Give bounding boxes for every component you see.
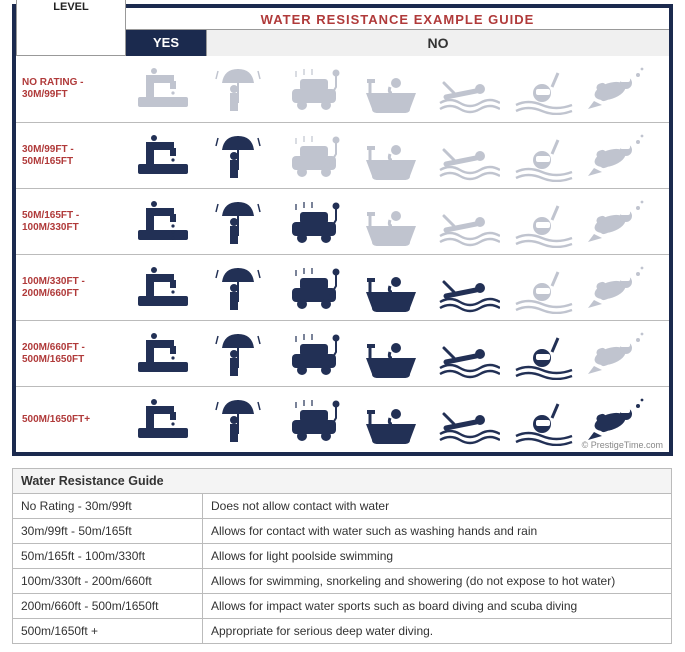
row-label: NO RATING - 30M/99FT: [16, 71, 126, 107]
row-label: 200M/660FT - 500M/1650FT: [16, 336, 126, 372]
row-label: 500M/1650FT+: [16, 408, 126, 432]
splashes-icon: [126, 325, 202, 383]
rain-icon: [202, 60, 278, 118]
rain-icon: [202, 127, 278, 185]
snorkel-icon: [506, 259, 582, 317]
car-wash-icon: [278, 391, 354, 449]
splashes-icon: [126, 60, 202, 118]
bath-icon: [354, 127, 430, 185]
scuba-icon: [582, 60, 658, 118]
scuba-icon: [582, 325, 658, 383]
table-row: No Rating - 30m/99ftDoes not allow conta…: [13, 494, 672, 519]
guide-level: 100m/330ft - 200m/660ft: [13, 569, 203, 594]
chart-row: 200M/660FT - 500M/1650FT: [16, 320, 669, 386]
chart-row: 500M/1650FT+: [16, 386, 669, 452]
scuba-icon: [582, 127, 658, 185]
scuba-icon: [582, 193, 658, 251]
car-wash-icon: [278, 325, 354, 383]
scuba-icon: [582, 259, 658, 317]
guide-title: Water Resistance Guide: [13, 469, 672, 494]
table-row: 500m/1650ft +Appropriate for serious dee…: [13, 619, 672, 644]
guide-desc: Allows for swimming, snorkeling and show…: [203, 569, 672, 594]
bath-icon: [354, 325, 430, 383]
splashes-icon: [126, 127, 202, 185]
swim-icon: [430, 391, 506, 449]
guide-desc: Appropriate for serious deep water divin…: [203, 619, 672, 644]
snorkel-icon: [506, 60, 582, 118]
guide-desc: Does not allow contact with water: [203, 494, 672, 519]
splashes-icon: [126, 391, 202, 449]
no-header: NO: [206, 30, 669, 56]
car-wash-icon: [278, 60, 354, 118]
car-wash-icon: [278, 193, 354, 251]
bath-icon: [354, 259, 430, 317]
resistance-level-text: RESISTANCELEVEL: [36, 0, 106, 13]
water-resistance-chart: RESISTANCELEVEL WATER RESISTANCE EXAMPLE…: [12, 4, 673, 456]
swim-icon: [430, 60, 506, 118]
guide-level: 30m/99ft - 50m/165ft: [13, 519, 203, 544]
rain-icon: [202, 391, 278, 449]
row-icons: [126, 259, 669, 317]
chart-row: 30M/99FT - 50M/165FT: [16, 122, 669, 188]
table-row: 50m/165ft - 100m/330ftAllows for light p…: [13, 544, 672, 569]
guide-level: No Rating - 30m/99ft: [13, 494, 203, 519]
car-wash-icon: [278, 127, 354, 185]
snorkel-icon: [506, 127, 582, 185]
chart-body: NO RATING - 30M/99FT 30M/99FT - 50M/165FT…: [16, 56, 669, 452]
swim-icon: [430, 259, 506, 317]
swim-icon: [430, 127, 506, 185]
bath-icon: [354, 193, 430, 251]
guide-level: 50m/165ft - 100m/330ft: [13, 544, 203, 569]
row-icons: [126, 60, 669, 118]
yes-no-header: YES NO: [126, 30, 669, 56]
yes-header: YES: [126, 30, 206, 56]
guide-table: Water Resistance Guide No Rating - 30m/9…: [12, 468, 672, 644]
bath-icon: [354, 60, 430, 118]
guide-desc: Allows for light poolside swimming: [203, 544, 672, 569]
row-label: 30M/99FT - 50M/165FT: [16, 138, 126, 174]
car-wash-icon: [278, 259, 354, 317]
chart-row: 100M/330FT - 200M/660FT: [16, 254, 669, 320]
row-icons: [126, 325, 669, 383]
rain-icon: [202, 325, 278, 383]
snorkel-icon: [506, 391, 582, 449]
table-row: 30m/99ft - 50m/165ftAllows for contact w…: [13, 519, 672, 544]
bath-icon: [354, 391, 430, 449]
table-row: 200m/660ft - 500m/1650ftAllows for impac…: [13, 594, 672, 619]
guide-level: 500m/1650ft +: [13, 619, 203, 644]
row-label: 50M/165FT - 100M/330FT: [16, 204, 126, 240]
rain-icon: [202, 259, 278, 317]
chart-title: WATER RESISTANCE EXAMPLE GUIDE: [126, 8, 669, 30]
credit-text: © PrestigeTime.com: [582, 440, 663, 450]
rain-icon: [202, 193, 278, 251]
guide-desc: Allows for impact water sports such as b…: [203, 594, 672, 619]
row-label: 100M/330FT - 200M/660FT: [16, 270, 126, 306]
swim-icon: [430, 193, 506, 251]
guide-level: 200m/660ft - 500m/1650ft: [13, 594, 203, 619]
snorkel-icon: [506, 325, 582, 383]
row-icons: [126, 127, 669, 185]
guide-desc: Allows for contact with water such as wa…: [203, 519, 672, 544]
swim-icon: [430, 325, 506, 383]
splashes-icon: [126, 259, 202, 317]
resistance-level-header: RESISTANCELEVEL: [16, 0, 126, 56]
splashes-icon: [126, 193, 202, 251]
chart-row: NO RATING - 30M/99FT: [16, 56, 669, 122]
snorkel-icon: [506, 193, 582, 251]
table-row: 100m/330ft - 200m/660ftAllows for swimmi…: [13, 569, 672, 594]
chart-row: 50M/165FT - 100M/330FT: [16, 188, 669, 254]
row-icons: [126, 193, 669, 251]
